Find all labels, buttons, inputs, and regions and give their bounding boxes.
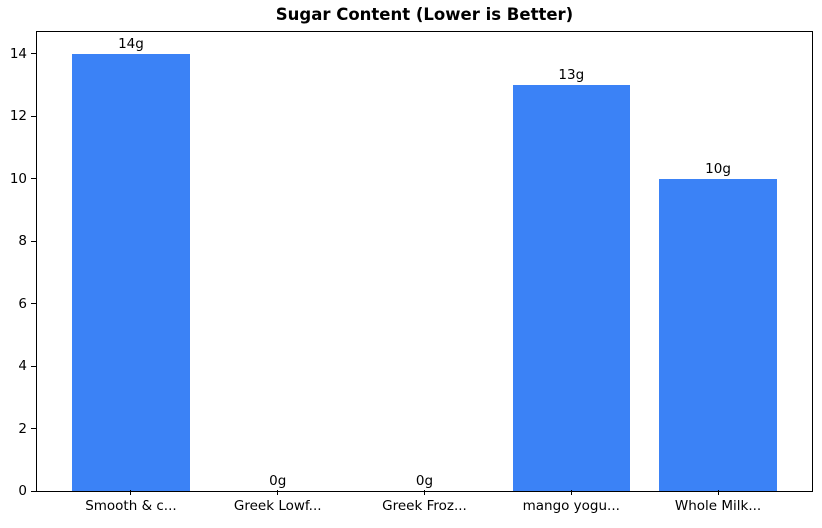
x-tick-label: Smooth & c... [85, 498, 177, 514]
bar [512, 85, 630, 491]
y-tick-label: 6 [18, 295, 27, 312]
x-tick-label: Greek Froz... [382, 498, 467, 514]
x-tick-mark [277, 490, 279, 495]
plot-area: 0 2 4 6 8 10 12 14 14g Smooth & c... 0g Greek Lowf.… [10, 31, 813, 514]
x-tick-label: Greek Lowf... [233, 498, 322, 514]
y-tick-label: 12 [9, 108, 27, 125]
bar [659, 178, 777, 491]
y-tick-mark [31, 240, 36, 242]
y-tick-label: 2 [18, 420, 27, 437]
y-tick-label: 8 [18, 233, 27, 250]
x-tick-mark [130, 490, 132, 495]
bar-value-label: 13g [558, 67, 585, 84]
y-tick-mark [31, 303, 36, 305]
y-tick-mark [31, 490, 36, 492]
y-tick-mark [31, 178, 36, 180]
chart-title: Sugar Content (Lower is Better) [275, 5, 574, 24]
bar-value-label: 14g [118, 35, 144, 52]
y-tick-mark [31, 53, 36, 55]
y-tick-mark [31, 115, 36, 117]
x-tick-mark [424, 490, 425, 495]
y-tick-mark [31, 365, 36, 367]
bar [72, 53, 190, 491]
y-tick-label: 10 [9, 170, 27, 187]
bar-value-label: 0g [415, 473, 434, 489]
y-tick-mark [31, 428, 36, 430]
x-tick-mark [717, 490, 719, 495]
y-tick-label: 14 [9, 45, 27, 62]
bar-value-label: 10g [705, 160, 731, 177]
x-tick-label: mango yogu... [522, 498, 620, 514]
x-tick-label: Whole Milk... [674, 498, 762, 514]
y-tick-label: 0 [18, 483, 27, 499]
y-tick-label: 4 [18, 358, 27, 375]
bar-value-label: 0g [269, 473, 287, 489]
x-tick-mark [570, 490, 572, 495]
